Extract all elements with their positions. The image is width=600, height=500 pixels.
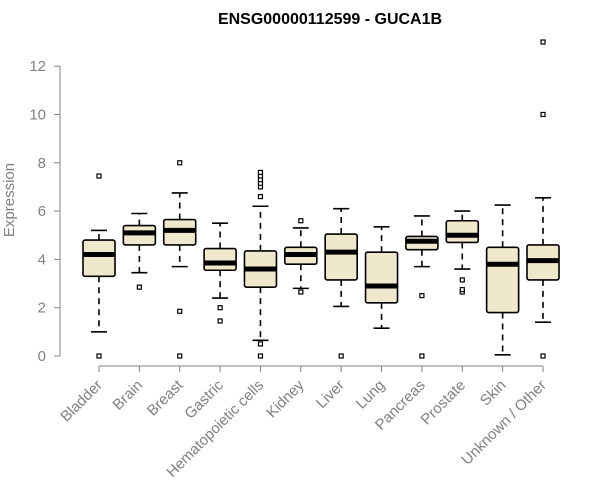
outlier-point — [177, 160, 183, 166]
y-tick-label: 2 — [38, 300, 46, 317]
box-lung — [364, 225, 399, 330]
box-prostate — [445, 210, 480, 295]
x-tick-label: Bladder — [57, 377, 106, 426]
box-brain — [122, 212, 157, 290]
box-skin — [485, 204, 520, 356]
box-hematopoietic-cells — [243, 169, 278, 359]
box-unknown-other — [526, 39, 560, 359]
iqr-box — [203, 247, 237, 272]
x-tick-label: Brain — [109, 377, 146, 414]
outlier-point — [540, 111, 546, 118]
x-tick-label: Breast — [144, 376, 187, 419]
box-bladder — [82, 173, 116, 359]
outlier-point — [298, 218, 304, 224]
iqr-box — [445, 219, 480, 244]
outlier-point — [96, 353, 102, 359]
box-breast — [162, 160, 197, 359]
iqr-box — [82, 239, 116, 278]
x-tick-label: Skin — [477, 377, 510, 410]
iqr-box — [324, 233, 358, 281]
outlier-point — [257, 341, 264, 347]
y-axis-label: Expression — [1, 163, 18, 237]
x-tick-label: Kidney — [263, 376, 308, 421]
x-tick-label: Liver — [313, 377, 348, 412]
boxes-group — [82, 39, 560, 359]
outlier-point — [459, 277, 465, 283]
box-liver — [324, 207, 358, 359]
y-tick-label: 12 — [29, 58, 46, 75]
iqr-box — [485, 246, 520, 314]
box-pancreas — [405, 215, 439, 359]
outlier-point — [298, 289, 304, 295]
y-tick-label: 8 — [38, 155, 46, 172]
outlier-point — [217, 318, 223, 324]
x-tick-label: Prostate — [418, 377, 470, 429]
outlier-point — [217, 305, 223, 311]
y-axis: 0 2 4 6 8 10 12 — [29, 58, 61, 365]
outlier-point — [257, 169, 264, 176]
outlier-point — [136, 284, 142, 290]
outlier-point — [257, 193, 264, 200]
outlier-point — [459, 286, 465, 293]
outlier-point — [177, 353, 183, 359]
y-tick-label: 10 — [29, 106, 46, 123]
outlier-point — [540, 353, 546, 359]
outlier-point — [419, 293, 425, 299]
outlier-point — [419, 353, 425, 359]
iqr-box — [364, 251, 399, 304]
y-tick-label: 0 — [38, 348, 46, 365]
box-gastric — [203, 222, 237, 324]
y-tick-label: 6 — [38, 203, 46, 220]
outlier-point — [177, 308, 183, 314]
x-tick-label: Lung — [353, 377, 389, 413]
y-tick-label: 4 — [38, 251, 46, 268]
outlier-point — [540, 39, 546, 45]
outlier-point — [338, 353, 344, 359]
chart-title: ENSG00000112599 - GUCA1B — [218, 11, 442, 28]
outlier-point — [257, 353, 264, 359]
box-kidney — [284, 218, 318, 295]
outlier-point — [96, 173, 102, 179]
